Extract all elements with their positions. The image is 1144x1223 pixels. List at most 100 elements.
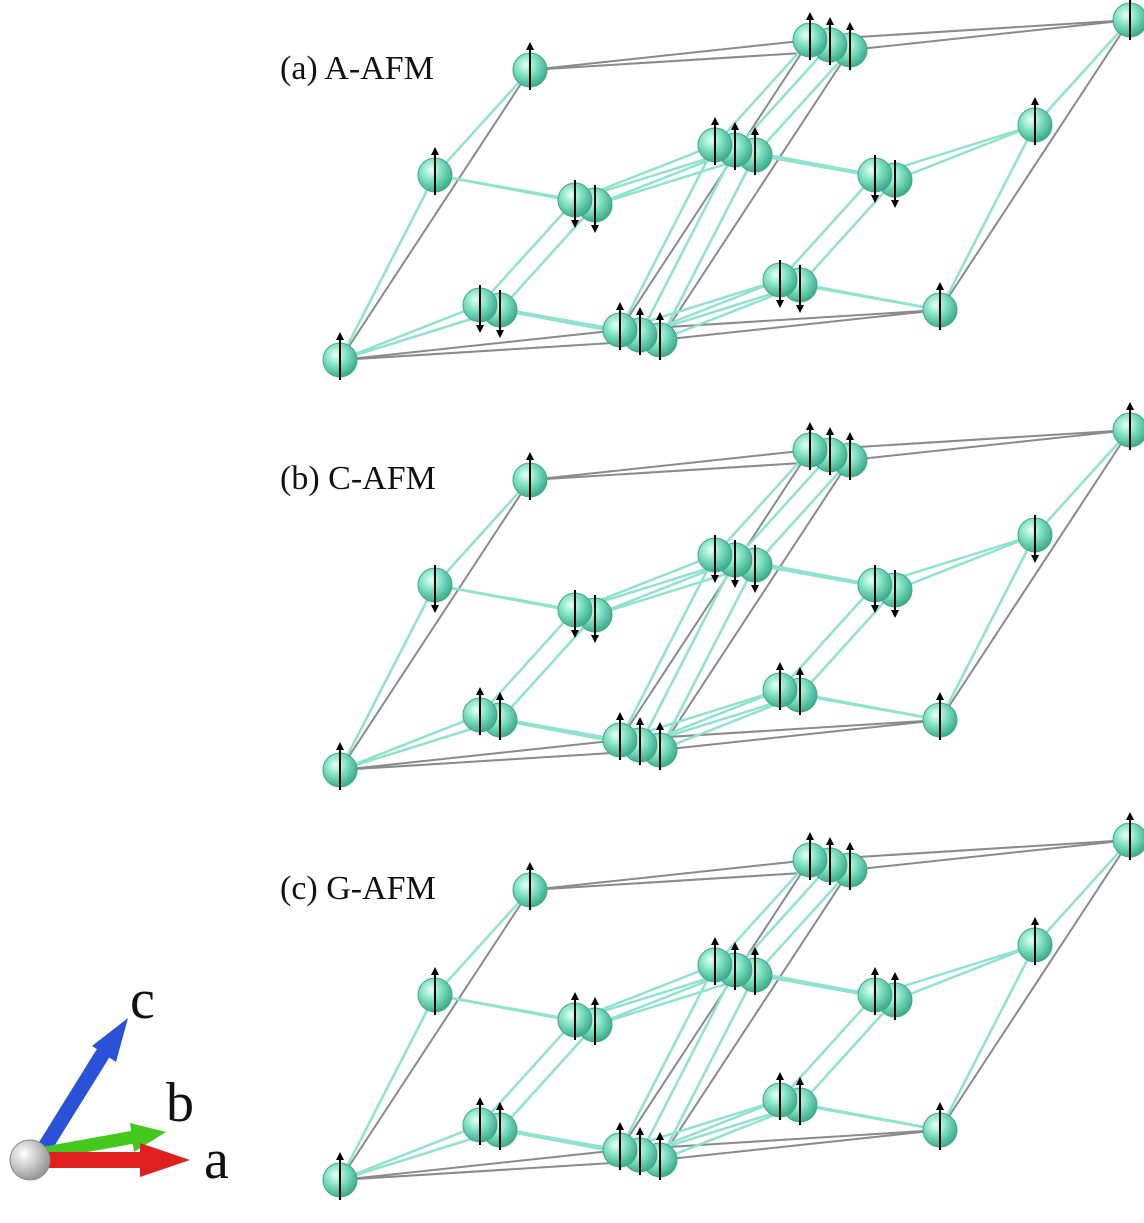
cell-edge	[939, 429, 1131, 721]
atom	[857, 967, 893, 1015]
cell-edge	[339, 329, 621, 361]
bond	[499, 614, 596, 721]
bond	[734, 864, 831, 971]
cell-edge	[849, 19, 1131, 51]
bond	[499, 204, 596, 311]
atom-sphere	[1112, 2, 1144, 38]
b-axis-arrow-head	[130, 1123, 166, 1152]
bond	[339, 303, 481, 362]
axes-triad	[9, 1018, 190, 1181]
cell-edge	[809, 19, 1131, 41]
panel-c-lattice	[322, 812, 1144, 1200]
atom	[697, 535, 733, 583]
atom-sphere	[1112, 412, 1144, 448]
cell-edge	[339, 749, 661, 771]
bond	[658, 974, 757, 1161]
atom	[792, 832, 828, 880]
atom	[462, 285, 498, 333]
bond	[434, 173, 576, 202]
atom	[762, 260, 798, 308]
cell-edge	[659, 309, 941, 341]
atom	[1112, 0, 1144, 40]
bond	[779, 174, 876, 281]
cell-edge	[339, 339, 661, 361]
bond	[938, 124, 1037, 311]
a-axis-arrow-head	[140, 1143, 190, 1177]
atom	[417, 565, 453, 613]
bond	[618, 554, 717, 741]
cell-edge	[339, 1149, 621, 1181]
atom	[922, 282, 958, 330]
atom	[697, 117, 733, 165]
bond	[938, 944, 1037, 1131]
bond	[658, 564, 757, 751]
c-axis-label: c	[130, 969, 155, 1031]
bond	[434, 583, 576, 612]
bond	[338, 584, 437, 771]
cell-edge	[339, 739, 621, 771]
panel-b-label: (b) C-AFM	[280, 460, 436, 497]
bond	[338, 994, 437, 1181]
bond	[714, 449, 811, 556]
origin-sphere	[9, 1139, 51, 1181]
atom	[512, 452, 548, 500]
atom	[922, 692, 958, 740]
atom	[417, 967, 453, 1015]
bond	[638, 149, 737, 336]
atom	[697, 937, 733, 985]
atom	[557, 590, 593, 638]
bond	[1034, 839, 1131, 946]
bond	[499, 1024, 596, 1131]
atom	[417, 147, 453, 195]
bond	[479, 199, 576, 306]
panel-b-lattice	[322, 402, 1144, 790]
atom	[1017, 515, 1053, 563]
c-axis-arrow-head	[92, 1018, 128, 1062]
atom	[762, 662, 798, 710]
atom	[602, 712, 638, 760]
bond	[479, 1019, 576, 1126]
cell-edge	[619, 449, 811, 741]
bond	[638, 969, 737, 1156]
bond	[339, 1123, 481, 1182]
atom	[922, 1102, 958, 1150]
bond	[434, 69, 531, 176]
panel-c-label: (c) G-AFM	[280, 870, 436, 907]
bond	[434, 889, 531, 996]
bond	[799, 179, 896, 286]
atom	[322, 1152, 358, 1200]
c-axis-arrow-shaft	[30, 1047, 110, 1166]
atom	[322, 742, 358, 790]
bond	[1034, 19, 1131, 126]
cell-edge	[659, 49, 851, 341]
atom	[792, 12, 828, 60]
atom	[462, 687, 498, 735]
atom	[857, 155, 893, 203]
cell-edge	[659, 719, 941, 751]
cell-edge	[529, 859, 811, 891]
cell-edge	[619, 309, 941, 331]
cell-edge	[939, 19, 1131, 311]
atom	[322, 332, 358, 380]
cell-edge	[529, 39, 811, 71]
atom	[857, 565, 893, 613]
cell-edge	[619, 859, 811, 1151]
atom-sphere	[1112, 822, 1144, 858]
bond	[479, 609, 576, 716]
panel-a-lattice	[322, 0, 1144, 380]
bond	[799, 999, 896, 1106]
bond	[434, 479, 531, 586]
atom	[792, 422, 828, 470]
cell-edge	[339, 1159, 661, 1181]
atom	[602, 1122, 638, 1170]
bond	[894, 533, 1036, 592]
bond	[754, 869, 851, 976]
bond	[658, 154, 757, 341]
bond	[754, 49, 851, 156]
bond	[618, 964, 717, 1151]
a-axis-label: a	[204, 1129, 229, 1191]
b-axis-label: b	[166, 1072, 194, 1134]
bond	[894, 123, 1036, 182]
atom	[1017, 97, 1053, 145]
bond	[714, 39, 811, 146]
